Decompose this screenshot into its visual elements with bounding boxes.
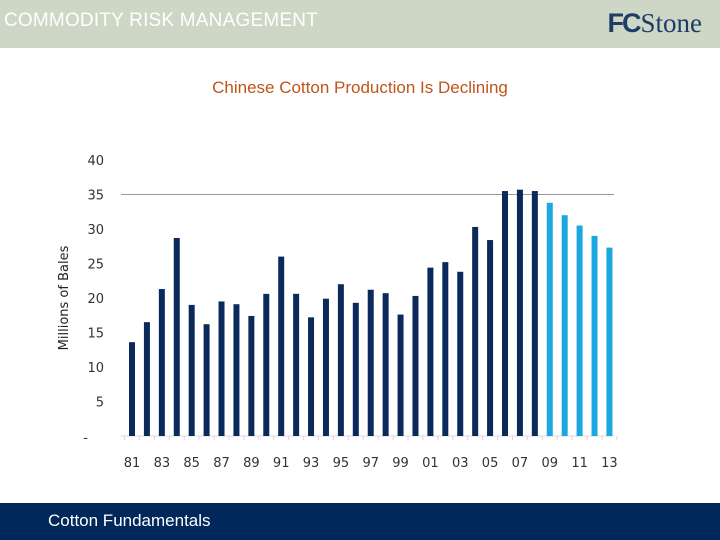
y-tick-label: 30 (87, 223, 104, 238)
y-tick-label-zero: - (83, 431, 88, 446)
bar (263, 293, 270, 436)
logo-stone: Stone (640, 8, 702, 38)
bar (218, 301, 225, 436)
header-bar: COMMODITY RISK MANAGEMENT FCStone (0, 0, 720, 48)
bar (561, 215, 568, 436)
y-tick-label: 40 (87, 154, 104, 169)
x-tick-label: 95 (333, 456, 350, 471)
bar (337, 284, 344, 436)
bar-chart: 40 35 30 25 20 15 10 5 - Millions of Bales 81 83 85 8… (57, 154, 618, 471)
logo-fc: FC (607, 8, 641, 38)
x-tick-label: 99 (392, 456, 409, 471)
y-tick-label: 35 (87, 189, 104, 204)
bar (472, 226, 479, 436)
x-tick-label: 81 (124, 456, 141, 471)
x-tick-label: 07 (512, 456, 529, 471)
bar (293, 293, 300, 436)
x-tick-label: 03 (452, 456, 469, 471)
x-tick-label: 09 (541, 456, 558, 471)
y-tick-label: 5 (96, 396, 104, 411)
y-tick-label: 25 (87, 258, 104, 273)
footer-bar: Cotton Fundamentals (0, 503, 720, 540)
bar (487, 240, 494, 436)
y-tick-label: 15 (87, 327, 104, 342)
bar (233, 304, 240, 436)
bar (173, 237, 180, 436)
bar (397, 314, 404, 436)
x-tick-label: 83 (154, 456, 171, 471)
bar (382, 293, 389, 436)
footer-text: Cotton Fundamentals (48, 511, 211, 530)
bar (129, 342, 135, 436)
bar (248, 315, 255, 436)
bar (457, 271, 464, 436)
bar (278, 256, 285, 436)
bar (143, 322, 150, 436)
x-tick-label: 85 (183, 456, 200, 471)
bar (576, 225, 583, 436)
x-tick-label: 13 (601, 456, 618, 471)
bar (591, 235, 598, 436)
y-tick-label: 20 (87, 292, 104, 307)
bar (308, 317, 315, 436)
bar (412, 295, 419, 436)
bar (352, 302, 359, 436)
bar (367, 289, 374, 436)
x-tick-label: 01 (422, 456, 439, 471)
bar (427, 267, 434, 436)
bar (322, 298, 329, 436)
x-tick-label: 89 (243, 456, 260, 471)
bar (188, 304, 195, 436)
bar (531, 191, 538, 436)
fcstone-logo: FCStone (607, 8, 702, 39)
bar (606, 247, 613, 436)
header-title: COMMODITY RISK MANAGEMENT (4, 10, 318, 31)
bar (502, 191, 508, 436)
chart-title: Chinese Cotton Production Is Declining (212, 78, 508, 97)
bar (442, 262, 449, 436)
x-tick-label: 11 (571, 456, 588, 471)
y-tick-label: 10 (87, 361, 104, 376)
x-tick-label: 05 (482, 456, 499, 471)
x-tick-label: 97 (362, 456, 379, 471)
x-tick-label: 91 (273, 456, 290, 471)
bar (516, 189, 523, 436)
bar (203, 324, 210, 436)
bar (158, 289, 165, 436)
y-axis-label: Millions of Bales (57, 245, 72, 350)
x-tick-label: 93 (303, 456, 320, 471)
x-tick-label: 87 (213, 456, 230, 471)
bar (546, 202, 553, 436)
